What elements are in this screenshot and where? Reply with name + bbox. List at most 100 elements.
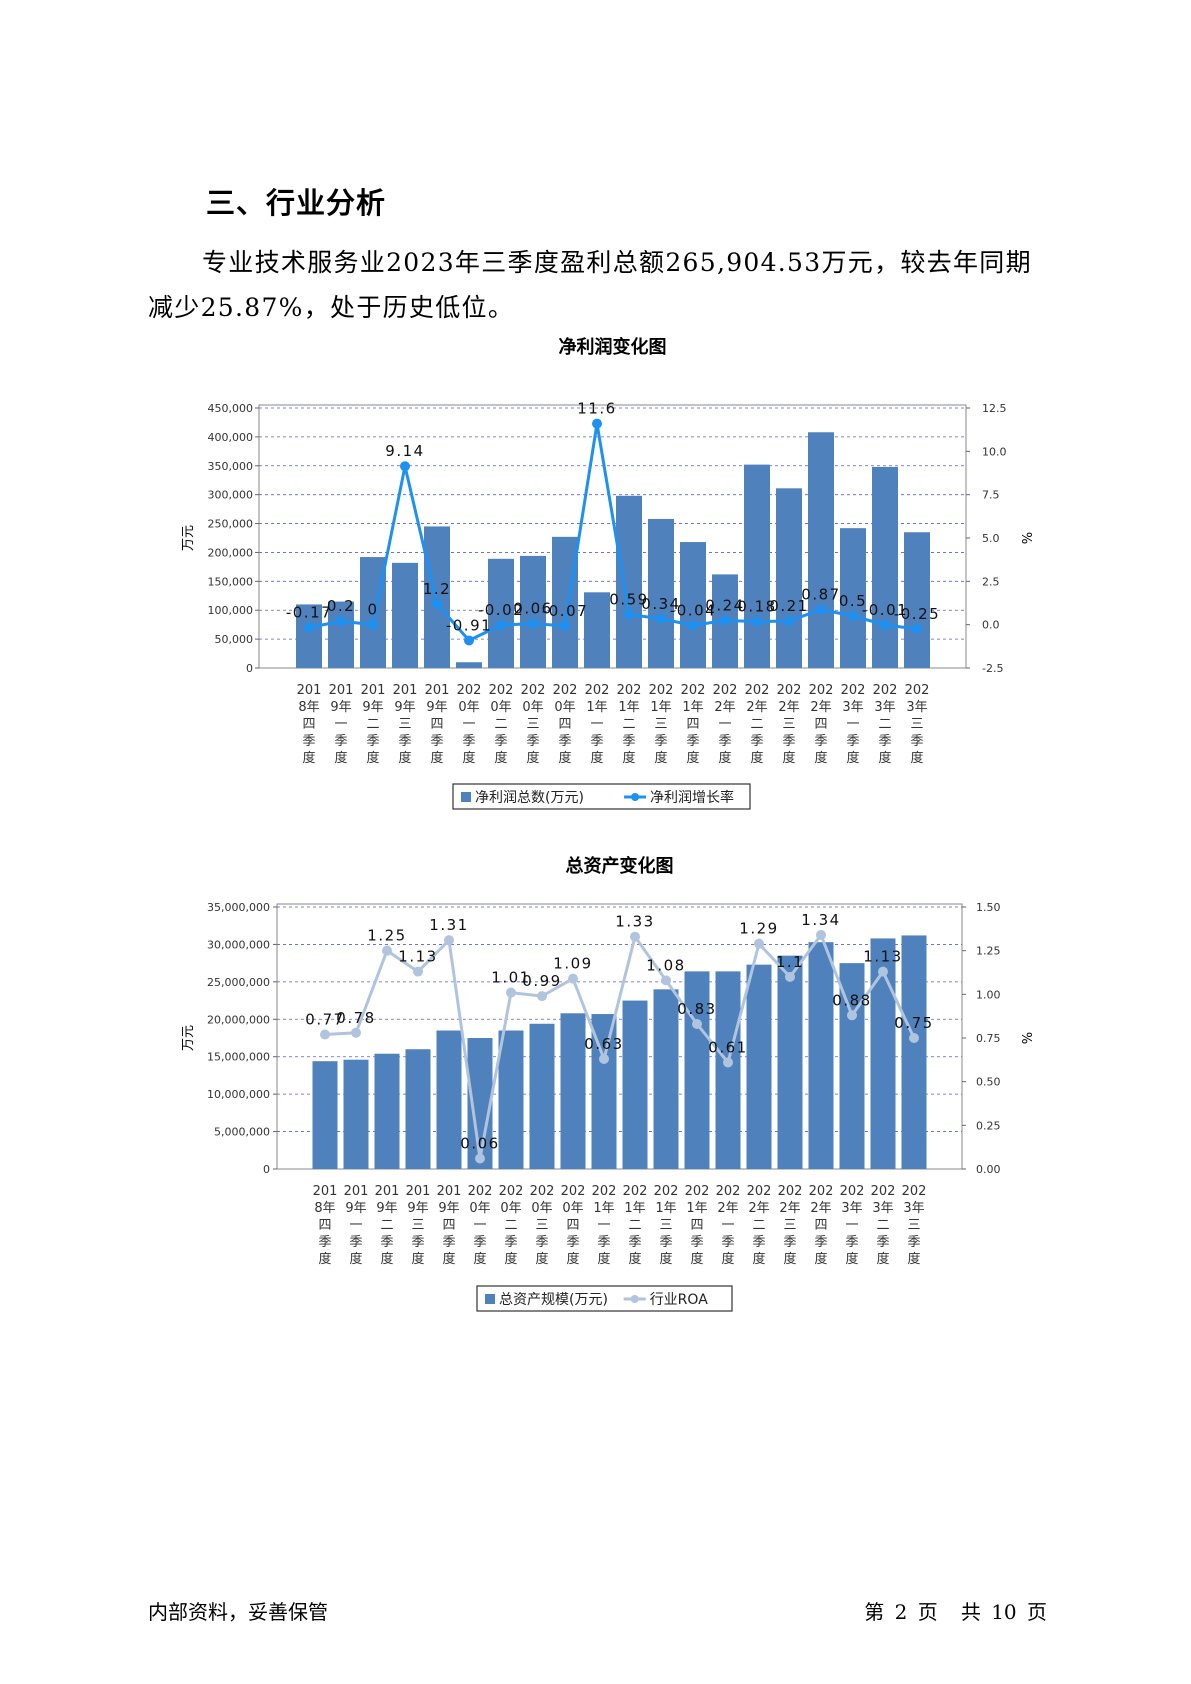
legend-line-dot <box>630 1295 639 1303</box>
x-tick-label: 三 <box>659 1218 672 1233</box>
x-tick-label: 季 <box>750 734 763 749</box>
x-tick-label: 季 <box>718 734 731 749</box>
x-tick-label: 季 <box>654 734 667 749</box>
x-tick-label: 度 <box>349 1251 362 1267</box>
x-tick-label: 201 <box>393 683 418 698</box>
line-point <box>400 461 410 472</box>
page-number: 2 <box>894 1600 908 1624</box>
line-point <box>848 611 858 621</box>
x-tick-label: 0年 <box>522 700 543 715</box>
data-label: 1.31 <box>429 916 468 934</box>
x-tick-label: 度 <box>334 750 347 766</box>
x-tick-label: 二 <box>878 717 891 732</box>
x-tick-label: 202 <box>685 1184 710 1199</box>
x-tick-label: 季 <box>334 734 347 749</box>
series-line <box>324 931 916 1159</box>
data-label: -0.02 <box>478 601 524 619</box>
x-tick-label: 0年 <box>554 700 575 715</box>
x-tick-label: 202 <box>585 683 610 698</box>
line-point <box>816 604 826 615</box>
x-tick-label: 202 <box>905 683 930 698</box>
x-tick-label: 2年 <box>717 1201 738 1216</box>
y2-tick-label: 0.0 <box>982 619 1000 632</box>
bar <box>560 1013 586 1169</box>
x-tick-label: 季 <box>876 1235 889 1250</box>
y-axis-title: 万元 <box>181 1025 196 1051</box>
x-tick-label: 二 <box>504 1218 517 1233</box>
x-tick-label: 1年 <box>655 1201 676 1216</box>
x-tick-label: 一 <box>462 717 475 732</box>
line-point <box>784 616 794 627</box>
x-tick-label: 度 <box>752 1251 765 1267</box>
y2-tick-label: 2.5 <box>982 575 1000 588</box>
x-tick-label: 季 <box>566 1235 579 1250</box>
bar <box>680 542 706 668</box>
x-tick-label: 202 <box>778 1184 803 1199</box>
y2-tick-label: 12.5 <box>982 402 1007 415</box>
x-tick-label: 度 <box>430 750 443 766</box>
line-point <box>909 1033 919 1043</box>
x-tick-label: 8年 <box>314 1201 335 1216</box>
bar <box>808 432 834 668</box>
x-tick-label: 度 <box>845 1251 858 1267</box>
x-tick-label: 季 <box>878 734 891 749</box>
x-tick-label: 度 <box>494 750 507 766</box>
footer-confidential-note: 内部资料，妥善保管 <box>148 1600 328 1624</box>
bar <box>392 562 418 668</box>
x-tick-label: 2年 <box>778 700 799 715</box>
x-tick-label: 202 <box>623 1184 648 1199</box>
y-tick-label: 25,000,000 <box>207 976 270 989</box>
line-point <box>336 616 346 627</box>
x-tick-label: 202 <box>902 1184 927 1199</box>
chart-legend: 总资产规模(万元) 行业ROA <box>476 1285 733 1312</box>
data-label: -0.01 <box>862 601 908 619</box>
line-point <box>720 615 730 626</box>
data-label: 1.13 <box>863 948 902 966</box>
bar <box>424 526 450 668</box>
y-tick-label: 300,000 <box>208 489 254 502</box>
bar <box>374 1053 400 1169</box>
line-point <box>368 619 378 630</box>
data-label: 1.01 <box>491 969 530 987</box>
x-tick-label: 度 <box>721 1251 734 1267</box>
x-tick-label: 度 <box>814 750 827 766</box>
x-tick-label: 季 <box>442 1235 455 1250</box>
x-tick-label: 一 <box>845 1218 858 1233</box>
x-tick-label: 二 <box>876 1218 889 1233</box>
x-tick-label: 一 <box>590 717 603 732</box>
x-tick-label: 度 <box>566 1251 579 1267</box>
x-tick-label: 季 <box>721 1235 734 1250</box>
x-tick-label: 度 <box>910 750 923 766</box>
x-tick-label: 季 <box>411 1235 424 1250</box>
data-label: 1.34 <box>801 911 840 929</box>
x-tick-label: 度 <box>846 750 859 766</box>
bar <box>870 938 896 1169</box>
x-tick-label: 二 <box>750 717 763 732</box>
bar <box>552 536 578 668</box>
line-point <box>537 991 547 1002</box>
x-tick-label: 度 <box>442 1251 455 1267</box>
x-tick-label: 度 <box>558 750 571 766</box>
x-tick-label: 四 <box>442 1218 455 1233</box>
x-tick-label: 三 <box>398 717 411 732</box>
y2-tick-label: 1.00 <box>976 988 1001 1001</box>
x-tick-label: 202 <box>747 1184 772 1199</box>
x-tick-label: 季 <box>910 734 923 749</box>
legend-bar-label: 总资产规模(万元) <box>499 1292 608 1308</box>
x-tick-label: 三 <box>910 717 923 732</box>
legend-bar-label: 净利润总数(万元) <box>475 790 584 806</box>
y-tick-label: 35,000,000 <box>207 901 270 914</box>
y2-tick-label: 1.50 <box>976 901 1001 914</box>
x-tick-label: 度 <box>366 750 379 766</box>
legend-bar-swatch <box>461 792 471 802</box>
x-tick-label: 0年 <box>469 1201 490 1216</box>
total-pages: 10 <box>991 1600 1017 1624</box>
x-tick-label: 1年 <box>593 1201 614 1216</box>
data-label: 1.09 <box>553 955 592 973</box>
x-tick-label: 度 <box>597 1251 610 1267</box>
net-profit-chart: 净利润变化图 0 50,000 100,000 150,000 200,000 250,00… <box>181 336 1033 810</box>
x-tick-label: 一 <box>597 1218 610 1233</box>
x-tick-label: 季 <box>398 734 411 749</box>
x-tick-label: 三 <box>907 1218 920 1233</box>
x-tick-label: 201 <box>437 1184 462 1199</box>
